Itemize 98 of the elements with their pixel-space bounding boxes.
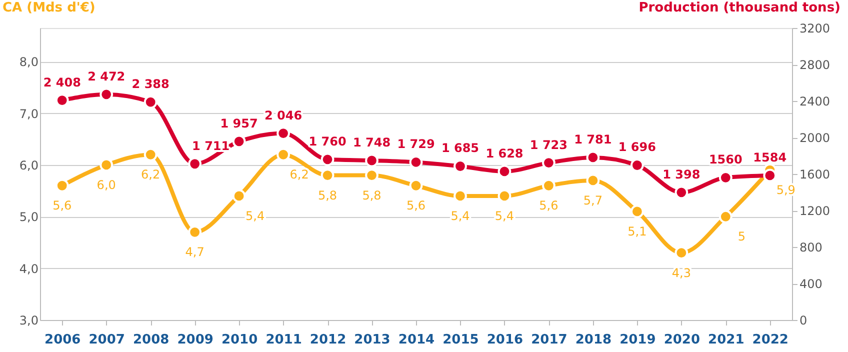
x-tick-label: 2006 [44,332,81,348]
point [586,174,600,188]
data-label: 1 760 [308,134,346,148]
point [188,225,202,239]
x-tick-label: 2010 [221,332,258,348]
data-label: 1 696 [618,140,656,154]
x-tick-label: 2012 [310,332,346,348]
x-tick-label: 2015 [442,332,479,348]
point [100,88,114,102]
data-label: 1 748 [352,135,391,150]
point [320,168,334,182]
point [144,95,158,109]
data-label: 1 398 [662,167,700,182]
data-label: 5 [738,230,746,244]
x-tick-label: 2016 [486,332,524,348]
data-label: 5,4 [246,208,265,223]
point [276,126,290,140]
x-tick-label: 2014 [398,332,435,348]
point [276,148,290,162]
y2-tick-label: 0 [800,314,808,328]
x-tick-label: 2022 [752,332,788,348]
data-label: 1584 [753,150,787,164]
point [365,154,378,168]
point [188,157,202,171]
data-label: 5,6 [52,198,72,213]
x-tick-label: 2009 [177,332,214,348]
data-label: 2 388 [132,77,170,92]
point [55,94,69,107]
data-label: 2 408 [43,75,81,90]
point [630,204,644,218]
y-axis-title: CA (Mds d'€) [2,0,96,16]
data-label: 5,8 [362,188,382,202]
x-tick-label: 2021 [708,332,744,348]
data-label: 4,3 [672,266,691,280]
y-tick-label: 3,0 [19,314,38,328]
x-tick-label: 2017 [531,332,568,348]
data-label: 1 628 [486,146,524,160]
point [586,150,600,164]
y-tick-label: 4,0 [19,262,38,276]
point [320,152,334,166]
data-label: 5,8 [318,188,338,202]
data-label: 6,2 [290,168,309,182]
x-tick-label: 2008 [132,332,170,348]
point [232,189,246,203]
data-label: 1 729 [397,137,435,152]
data-label: 1 685 [441,141,480,156]
x-tick-label: 2013 [354,332,390,348]
y2-tick-label: 1200 [800,204,830,218]
data-label: 1 781 [574,132,612,146]
x-tick-label: 2020 [664,332,700,348]
data-label: 2 472 [88,69,126,84]
point [144,148,158,162]
data-label: 5,6 [539,198,558,213]
point [454,189,467,203]
point [409,156,423,169]
y2-axis-title: Production (thousand tons) [638,0,840,16]
point [630,158,644,172]
y2-tick-label: 2800 [800,58,830,72]
point [763,168,777,182]
data-label: 1560 [708,152,742,167]
data-label: 1 957 [220,116,258,130]
point [454,160,467,173]
y2-tick-label: 2400 [800,94,830,108]
point [542,156,556,170]
y2-tick-label: 400 [800,277,822,291]
point [365,168,378,182]
point [409,178,423,192]
y-tick-label: 8,0 [19,55,38,70]
x-tick-label: 2019 [620,332,656,348]
point [498,164,512,178]
data-label: 4,7 [185,245,204,260]
data-label: 6,0 [96,178,116,192]
data-label: 5,4 [450,208,470,223]
data-label: 5,1 [628,224,647,238]
y2-tick-label: 800 [800,240,822,254]
data-label: 5,9 [776,183,796,198]
data-label: 5,6 [406,198,426,213]
point [232,134,246,148]
data-label: 6,2 [141,168,160,182]
point [55,178,69,192]
data-label: 2 046 [264,108,302,122]
y2-tick-label: 3200 [800,22,830,36]
point [674,186,688,200]
y2-tick-label: 2000 [800,131,830,145]
point [100,158,114,172]
point [498,189,512,203]
point [718,210,732,224]
y-tick-label: 7,0 [19,106,38,121]
point [542,178,556,192]
y-tick-label: 6,0 [19,158,38,172]
x-tick-label: 2018 [575,332,612,348]
y-tick-label: 5,0 [19,210,38,224]
data-label: 5,4 [494,208,514,223]
data-label: 5,7 [583,193,602,208]
y2-tick-label: 1600 [800,168,830,182]
x-tick-label: 2011 [266,332,302,348]
data-label: 1 723 [530,138,568,152]
x-tick-label: 2007 [88,332,125,348]
